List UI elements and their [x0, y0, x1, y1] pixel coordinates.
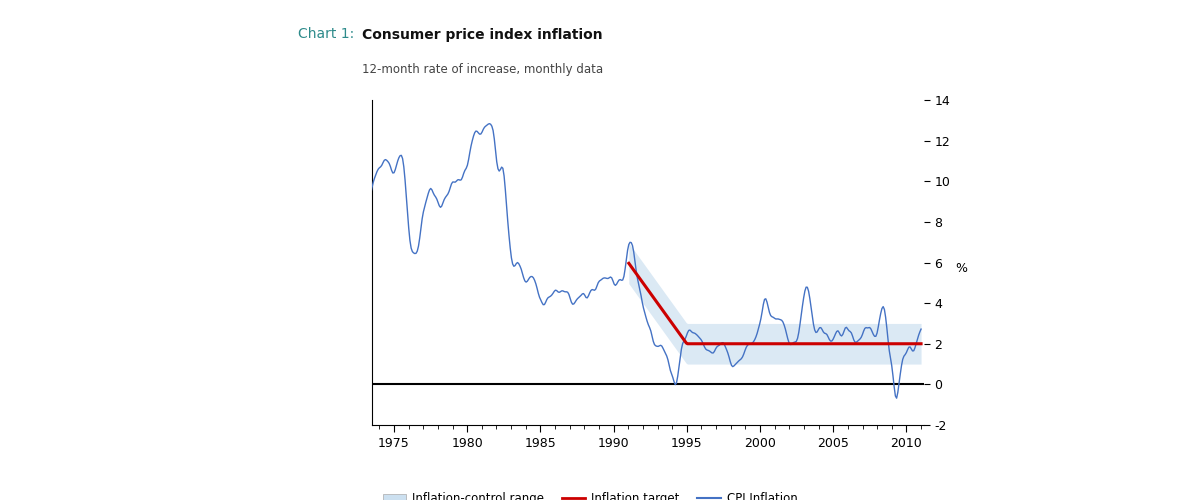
Y-axis label: %: % [955, 262, 967, 276]
Text: 12-month rate of increase, monthly data: 12-month rate of increase, monthly data [362, 62, 604, 76]
Text: Consumer price index inflation: Consumer price index inflation [362, 28, 604, 42]
Legend: Inflation-control range, Inflation target, CPI Inflation: Inflation-control range, Inflation targe… [378, 488, 803, 500]
Text: Chart 1:: Chart 1: [298, 28, 354, 42]
